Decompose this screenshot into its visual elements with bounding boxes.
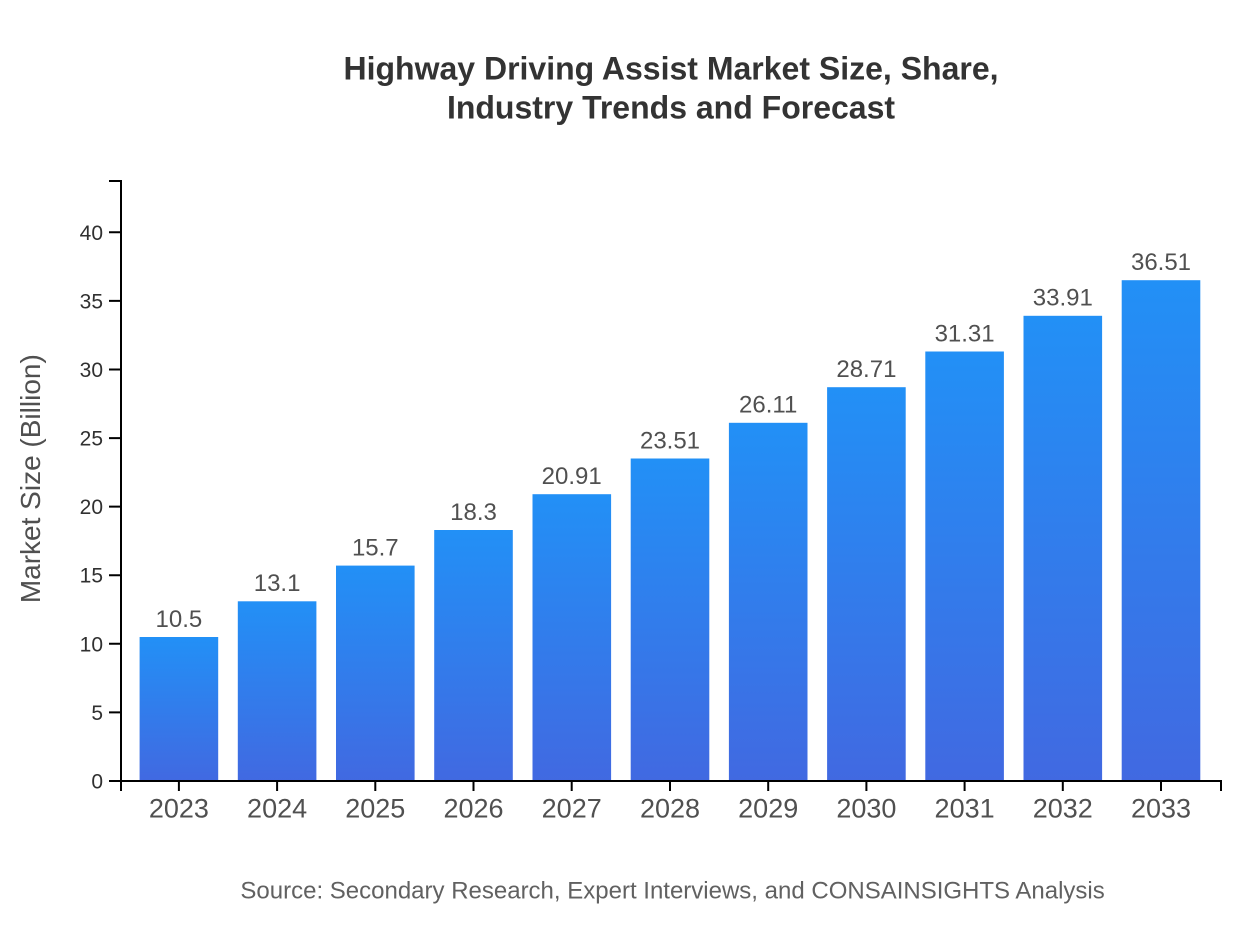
svg-text:2023: 2023	[149, 794, 209, 824]
svg-text:40: 40	[80, 222, 103, 245]
svg-text:35: 35	[80, 290, 103, 313]
svg-text:2032: 2032	[1033, 794, 1093, 824]
svg-text:2026: 2026	[443, 794, 503, 824]
svg-text:2029: 2029	[738, 794, 798, 824]
svg-text:2027: 2027	[542, 794, 602, 824]
svg-text:31.31: 31.31	[935, 320, 995, 347]
svg-text:20: 20	[80, 496, 103, 519]
svg-text:5: 5	[91, 702, 103, 725]
svg-text:18.3: 18.3	[450, 499, 497, 526]
svg-text:30: 30	[80, 359, 103, 382]
svg-text:2028: 2028	[640, 794, 700, 824]
svg-text:23.51: 23.51	[640, 427, 700, 454]
svg-text:2033: 2033	[1131, 794, 1191, 824]
svg-text:2030: 2030	[836, 794, 896, 824]
svg-text:Highway Driving Assist Market: Highway Driving Assist Market Size, Shar…	[343, 50, 998, 86]
svg-text:36.51: 36.51	[1131, 249, 1191, 276]
svg-text:20.91: 20.91	[542, 463, 602, 490]
svg-text:2031: 2031	[935, 794, 995, 824]
svg-text:15.7: 15.7	[352, 534, 399, 561]
svg-text:33.91: 33.91	[1033, 285, 1093, 312]
svg-text:Industry Trends and Forecast: Industry Trends and Forecast	[447, 90, 895, 126]
svg-text:25: 25	[80, 428, 103, 451]
svg-text:Source: Secondary Research, Ex: Source: Secondary Research, Expert Inter…	[240, 878, 1104, 905]
svg-text:10: 10	[80, 633, 103, 656]
svg-text:2025: 2025	[345, 794, 405, 824]
svg-text:Market Size (Billion): Market Size (Billion)	[15, 354, 46, 603]
svg-text:26.11: 26.11	[739, 392, 797, 419]
svg-text:2024: 2024	[247, 794, 307, 824]
svg-text:0: 0	[91, 771, 103, 794]
svg-text:15: 15	[80, 565, 103, 588]
svg-text:28.71: 28.71	[836, 356, 896, 383]
svg-text:10.5: 10.5	[156, 606, 203, 633]
svg-text:13.1: 13.1	[254, 570, 301, 597]
